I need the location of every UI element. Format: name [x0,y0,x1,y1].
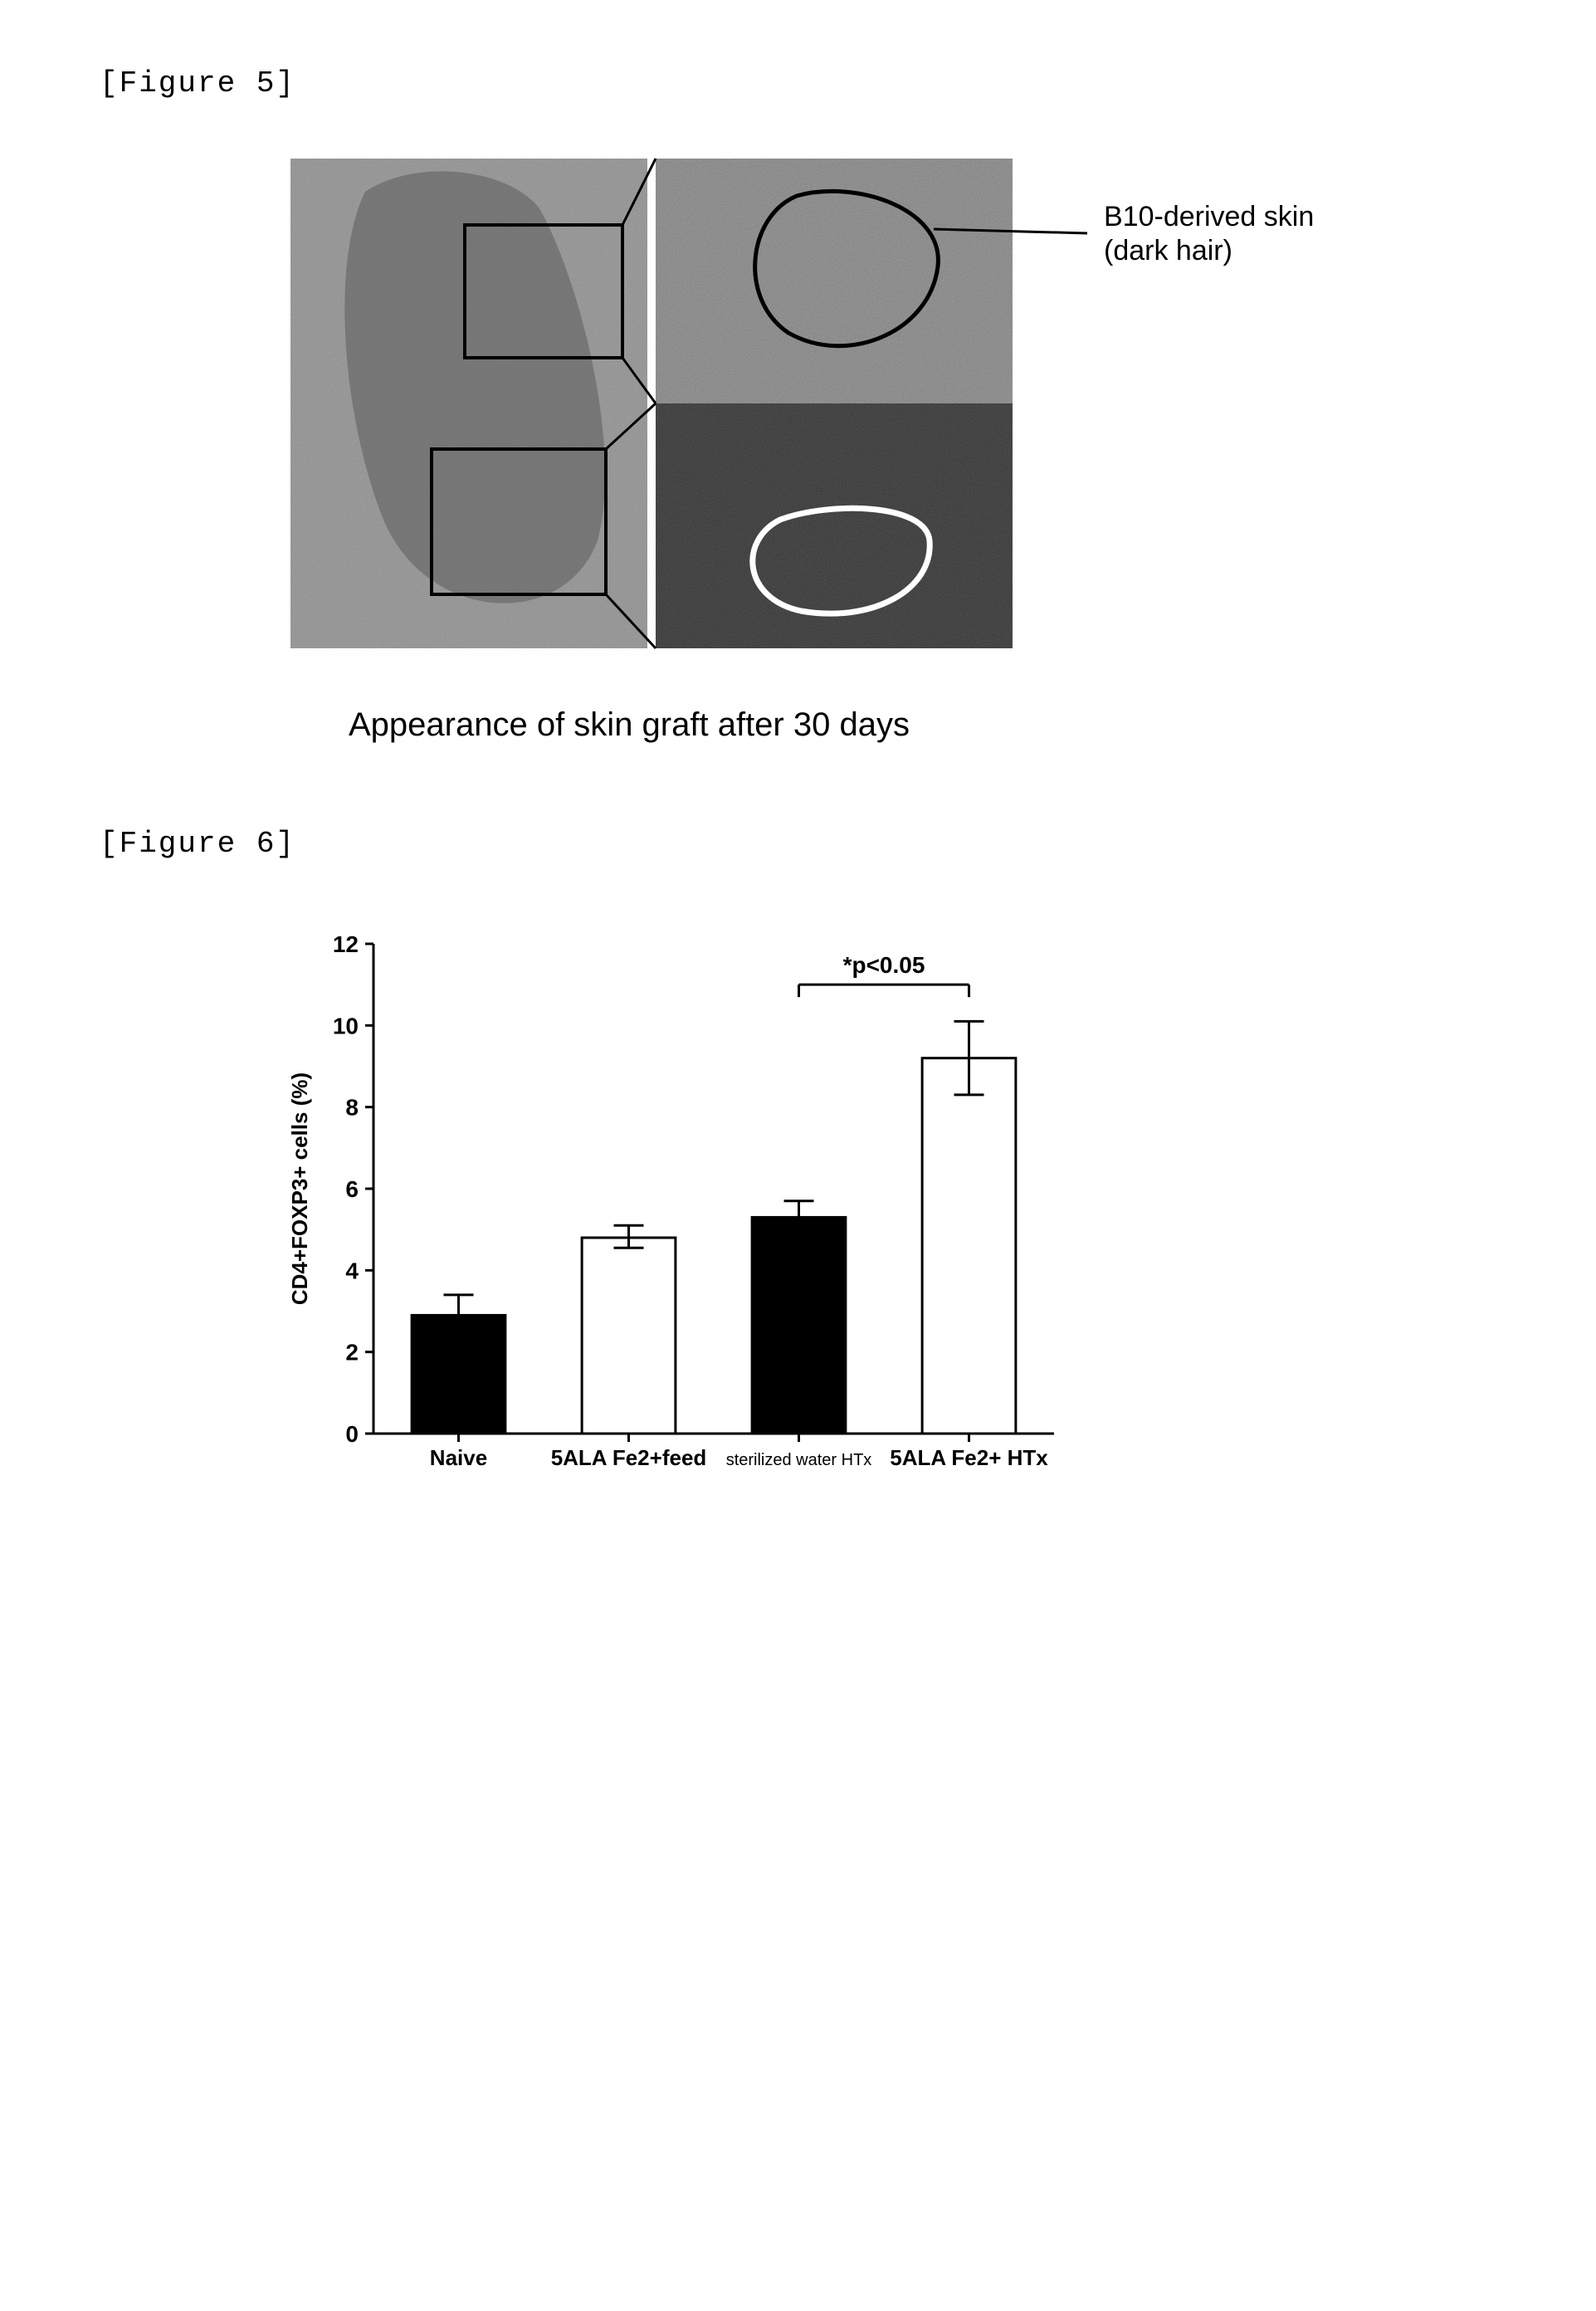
svg-text:2: 2 [345,1340,359,1366]
figure5-annotation-line2: (dark hair) [1104,234,1314,268]
svg-text:CD4+FOXP3+ cells (%): CD4+FOXP3+ cells (%) [287,1072,312,1305]
figure5-annotation-line1: B10-derived skin [1104,200,1314,234]
svg-text:12: 12 [333,931,359,957]
svg-text:5ALA Fe2+feed: 5ALA Fe2+feed [551,1445,707,1470]
figure6-container: 0 2 4 6 8 10 12 CD4+FOXP3+ cells (%) Naive 5ALA F… [266,911,1496,1508]
svg-text:6: 6 [345,1176,359,1202]
svg-text:4: 4 [345,1258,359,1283]
svg-text:5ALA Fe2+ HTx: 5ALA Fe2+ HTx [890,1445,1048,1470]
svg-text:*p<0.05: *p<0.05 [843,952,925,978]
figure6-chart: 0 2 4 6 8 10 12 CD4+FOXP3+ cells (%) Naive 5ALA F… [266,911,1079,1508]
figure5-label: [Figure 5] [100,66,1496,100]
figure5-image [266,150,1112,665]
figure6-label: [Figure 6] [100,827,1496,861]
svg-text:0: 0 [345,1421,359,1447]
svg-text:Naive: Naive [430,1445,487,1470]
figure5-image-row: B10-derived skin (dark hair) [266,150,1496,665]
figure5-caption: Appearance of skin graft after 30 days [349,706,1496,744]
svg-text:10: 10 [333,1013,359,1038]
svg-text:sterilized water HTx: sterilized water HTx [726,1451,872,1469]
figure5-container: B10-derived skin (dark hair) Appearance … [266,150,1496,744]
figure5-annotation: B10-derived skin (dark hair) [1104,200,1314,268]
svg-text:8: 8 [345,1095,359,1121]
